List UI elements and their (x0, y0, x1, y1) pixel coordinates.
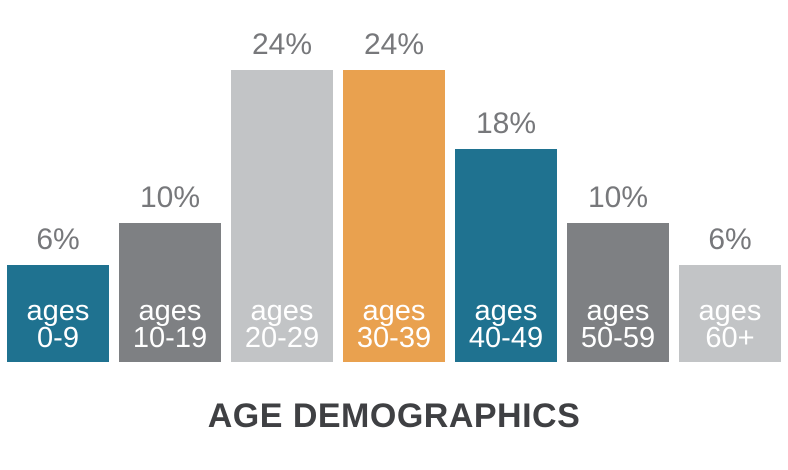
value-label: 10% (139, 181, 201, 214)
bar-category-label: ages 60+ (698, 294, 762, 362)
bar-label-line2: 0-9 (37, 322, 79, 355)
chart-title: AGE DEMOGRAPHICS (207, 397, 581, 435)
bar-group-ages-50-59: 10% ages 50-59 (567, 183, 669, 362)
value-label: 6% (708, 223, 752, 256)
value-label: 18% (475, 107, 537, 140)
bar-category-label: ages 40-49 (468, 294, 544, 362)
bar-category-label: ages 50-59 (580, 294, 656, 362)
bar-ages-10-19: ages 10-19 (119, 223, 221, 362)
bar-ages-60-plus: ages 60+ (679, 265, 781, 362)
bar-label-line1: ages (26, 294, 90, 327)
bar-label-line2: 30-39 (356, 322, 432, 355)
bar-label-line2: 10-19 (132, 322, 208, 355)
bar-label-line2: 20-29 (244, 322, 320, 355)
bar-group-ages-30-39: 24% ages 30-39 (343, 30, 445, 362)
bar-group-ages-0-9: 6% ages 0-9 (7, 225, 109, 362)
bar-group-ages-40-49: 18% ages 40-49 (455, 109, 557, 362)
bar-label-line1: ages (586, 294, 650, 327)
bar-label-line1: ages (362, 294, 426, 327)
bar-label-line2: 50-59 (580, 322, 656, 355)
bar-category-label: ages 0-9 (26, 294, 90, 362)
value-label: 24% (363, 28, 425, 61)
bar-label-line1: ages (474, 294, 538, 327)
bar-ages-40-49: ages 40-49 (455, 149, 557, 362)
bar-ages-0-9: ages 0-9 (7, 265, 109, 362)
bar-label-line1: ages (138, 294, 202, 327)
bar-group-ages-20-29: 24% ages 20-29 (231, 30, 333, 362)
value-label: 24% (251, 28, 313, 61)
bar-ages-50-59: ages 50-59 (567, 223, 669, 362)
value-label: 10% (587, 181, 649, 214)
bar-ages-30-39: ages 30-39 (343, 70, 445, 362)
bar-ages-20-29: ages 20-29 (231, 70, 333, 362)
bar-label-line1: ages (250, 294, 314, 327)
bar-category-label: ages 30-39 (356, 294, 432, 362)
bar-label-line2: 60+ (705, 322, 755, 355)
bar-chart: 6% ages 0-9 10% ages 10-19 24% ages (7, 0, 781, 362)
bar-label-line2: 40-49 (468, 322, 544, 355)
bar-label-line1: ages (698, 294, 762, 327)
bar-category-label: ages 10-19 (132, 294, 208, 362)
bar-category-label: ages 20-29 (244, 294, 320, 362)
bar-group-ages-10-19: 10% ages 10-19 (119, 183, 221, 362)
value-label: 6% (36, 223, 80, 256)
bar-group-ages-60-plus: 6% ages 60+ (679, 225, 781, 362)
